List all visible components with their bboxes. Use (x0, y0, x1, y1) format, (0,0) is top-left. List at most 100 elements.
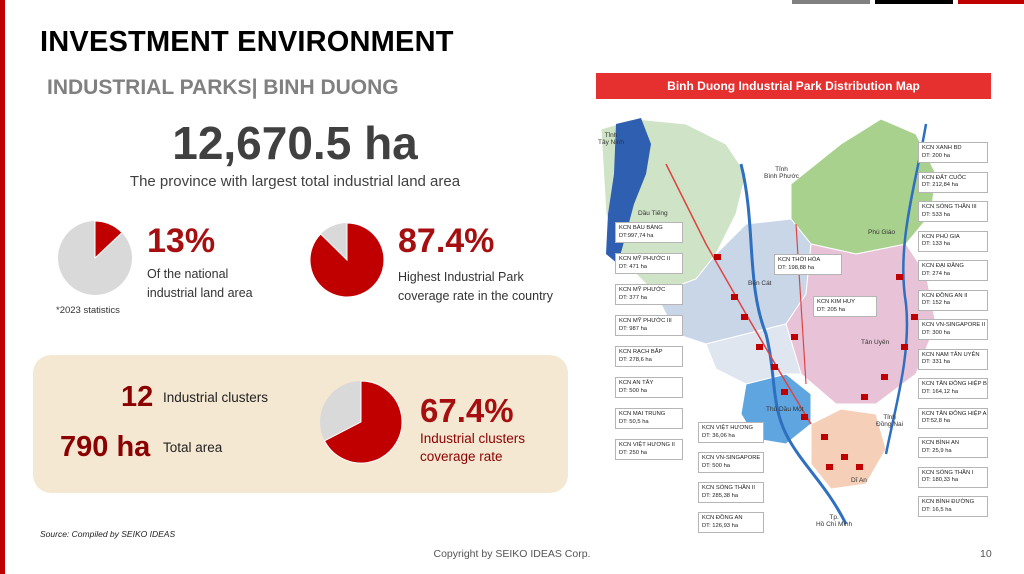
park-name: KCN SÓNG THẦN II (702, 485, 756, 491)
park-label-box: KCN SÓNG THẦN III DT: 533 ha (918, 201, 988, 222)
park-name: KCN BÀU BÀNG (619, 225, 663, 231)
park-label-box: KCN ĐỒNG AN II DT: 152 ha (918, 289, 988, 311)
source-note: Source: Compiled by SEIKO IDEAS (40, 529, 176, 539)
park-label-box: KCN MỸ PHƯỚC II DT: 471 ha (615, 253, 683, 274)
park-area: DT: 25,9 ha (922, 447, 952, 454)
park-name: KCN VN-SINGAPORE (702, 455, 761, 461)
park-name: KCN VIỆT HƯƠNG II (619, 442, 675, 448)
park-area: DT: 377 ha (619, 294, 648, 301)
label-ben-cat: Bến Cát (748, 280, 772, 287)
cluster-area-value: 790 ha (60, 431, 151, 463)
park-area: DT: 533 ha (922, 211, 951, 218)
park-name: KCN BÌNH AN (922, 440, 960, 446)
park-label-box: KCN NAM TÂN UYÊN DT: 331 ha (918, 348, 988, 370)
park-name: KCN NAM TÂN UYÊN (922, 351, 980, 358)
park-name: KCN ĐẤT CUỐC (922, 174, 967, 181)
park-area: DT:997,74 ha (619, 232, 654, 239)
label-binh-phuoc: Tỉnh Bình Phước (764, 166, 799, 180)
park-label-box: KCN MỸ PHƯỚC DT: 377 ha (615, 284, 683, 305)
park-name: KCN RẠCH BẮP (619, 349, 663, 355)
park-label-box: KCN SÓNG THẦN I DT: 180,33 ha (918, 466, 988, 488)
park-area: DT: 278,6 ha (619, 356, 652, 363)
park-area: DT: 250 ha (619, 449, 648, 456)
park-area: DT: 500 ha (619, 387, 648, 394)
park-name: KCN TÂN ĐÔNG HIỆP B (922, 381, 987, 387)
pie-share-slice (309, 222, 385, 298)
park-name: KCN KIM HUY (817, 299, 856, 305)
pie-share-slice (94, 220, 123, 260)
region-tan-uyen (785, 243, 937, 405)
park-label-box: KCN VIỆT HƯƠNG DT: 36,06 ha (698, 422, 764, 443)
cluster-coverage-line1: Industrial clusters (420, 431, 526, 446)
park-label-box: KCN RẠCH BẮP DT: 278,6 ha (615, 346, 683, 367)
park-area: DT: 164,12 ha (922, 388, 959, 395)
river-saigon (739, 163, 848, 525)
park-area: DT: 285,38 ha (702, 492, 739, 499)
cluster-coverage-value: 67.4% (420, 392, 514, 429)
label-tay-ninh: Tỉnh Tây Ninh (598, 132, 625, 146)
park-area: DT: 50,5 ha (619, 418, 649, 425)
page-number: 10 (980, 548, 992, 560)
park-label-box: KCN THỚI HÒA DT: 198,88 ha (774, 254, 842, 275)
factory-markers (714, 254, 918, 470)
park-area: DT: 500 ha (702, 462, 731, 469)
park-name: KCN TÂN ĐÔNG HIỆP A (922, 410, 987, 417)
park-area: DT: 36,06 ha (702, 432, 735, 439)
label-hcm: Tp. Hồ Chí Minh (816, 514, 853, 528)
national-share-label-line2: industrial land area (147, 286, 253, 300)
map-illustration (600, 118, 937, 525)
park-name: KCN ĐỒNG AN II (922, 292, 968, 299)
statistics-note: *2023 statistics (56, 305, 120, 316)
park-name: KCN PHÚ GIA (922, 233, 960, 240)
park-area: DT: 200 ha (922, 152, 951, 159)
park-area: DT:52,8 ha (922, 418, 951, 424)
park-label-box: KCN XANH BD DT: 200 ha (918, 142, 988, 163)
cluster-area-label: Total area (163, 440, 223, 455)
label-thu-dau-mot: Thủ Dầu Một (766, 406, 804, 413)
coverage-label: Highest Industrial Park coverage rate in… (398, 268, 553, 306)
park-name: KCN SÓNG THẦN III (922, 204, 977, 210)
top-accent-bar-grey (792, 0, 870, 4)
left-accent-bar (0, 0, 5, 574)
park-label-box: KCN TÂN ĐÔNG HIỆP B DT: 164,12 ha (918, 378, 988, 399)
national-share-value: 13% (147, 222, 216, 260)
park-area: DT: 152 ha (922, 300, 951, 306)
national-share-pie (58, 220, 132, 295)
park-area: DT: 274 ha (922, 270, 951, 277)
national-share-label-line1: Of the national (147, 267, 229, 281)
park-area: DT: 16,5 ha (922, 506, 952, 513)
page-title: INVESTMENT ENVIRONMENT (40, 26, 454, 58)
copyright: Copyright by SEIKO IDEAS Corp. (433, 548, 591, 560)
river-dong-nai (884, 123, 928, 455)
park-name: KCN MAI TRUNG (619, 411, 666, 417)
park-area: DT: 126,93 ha (702, 522, 739, 529)
park-label-box: KCN BÀU BÀNG DT:997,74 ha (615, 222, 683, 243)
park-label-box: KCN ĐẤT CUỐC DT: 212,84 ha (918, 171, 988, 193)
park-name: KCN ĐỒNG AN (702, 515, 743, 521)
cluster-count-label: Industrial clusters (163, 390, 269, 405)
park-name: KCN BÌNH ĐƯỜNG (922, 499, 975, 505)
park-name: KCN AN TÂY (619, 380, 654, 386)
park-area: DT: 331 ha (922, 359, 951, 365)
park-label-box: KCN VIỆT HƯƠNG II DT: 250 ha (615, 439, 683, 460)
park-label-box: KCN ĐẠI ĐĂNG DT: 274 ha (918, 260, 988, 281)
total-area-caption: The province with largest total industri… (129, 173, 461, 190)
park-label-box: KCN AN TÂY DT: 500 ha (615, 377, 683, 398)
coverage-label-line2: coverage rate in the country (398, 289, 553, 303)
park-name: KCN VN-SINGAPORE II (922, 322, 986, 328)
label-dau-tieng: Dầu Tiếng (638, 210, 668, 217)
label-tan-uyen: Tân Uyên (861, 339, 890, 346)
park-label-box: KCN ĐỒNG AN DT: 126,93 ha (698, 512, 764, 533)
cluster-coverage-pie (320, 380, 403, 464)
road-secondary (795, 223, 807, 385)
pie-share-slice (323, 380, 403, 464)
park-area: DT: 180,33 ha (922, 477, 959, 483)
park-name: KCN SÓNG THẦN I (922, 469, 974, 476)
coverage-label-line1: Highest Industrial Park (398, 270, 524, 284)
park-area: DT: 205 ha (817, 306, 846, 313)
park-name: KCN VIỆT HƯƠNG (702, 425, 754, 431)
park-label-box: KCN MỸ PHƯỚC III DT: 987 ha (615, 315, 683, 336)
park-name: KCN THỚI HÒA (778, 257, 821, 263)
distribution-map: Tỉnh Tây Ninh Tỉnh Bình Phước Tỉnh Đồng … (596, 104, 996, 534)
park-label-box: KCN BÌNH ĐƯỜNG DT: 16,5 ha (918, 496, 988, 517)
